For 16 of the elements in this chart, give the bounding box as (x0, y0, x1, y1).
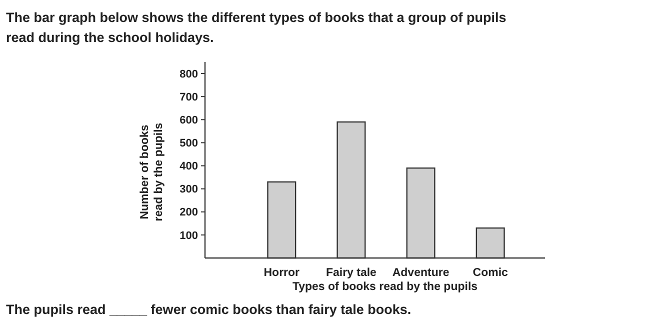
x-tick-label: Fairy tale (326, 267, 376, 279)
x-tick-label: Horror (264, 267, 300, 279)
x-tick-label: Adventure (392, 267, 450, 279)
y-tick-label: 300 (180, 184, 198, 196)
y-tick-label: 500 (180, 138, 198, 150)
text: The pupils read _____ fewer comic books than fairy tale books. (6, 302, 412, 317)
x-tick-label: Comic (472, 267, 509, 279)
y-tick-label: 600 (180, 114, 198, 126)
y-tick-label: 200 (180, 206, 198, 219)
y-tick-label: 800 (180, 68, 198, 80)
y-axis-title: Number of books read by the pupils (139, 122, 165, 222)
y-tick-label: 700 (180, 91, 198, 104)
y-tick-label: 100 (180, 230, 198, 242)
y-tick-label: 400 (180, 160, 198, 173)
chart-title: The bar graph below shows the different types of books that a group of pupils read during the school holidays. (6, 10, 506, 45)
x-axis-title: Types of books read by the pupils (292, 281, 478, 293)
